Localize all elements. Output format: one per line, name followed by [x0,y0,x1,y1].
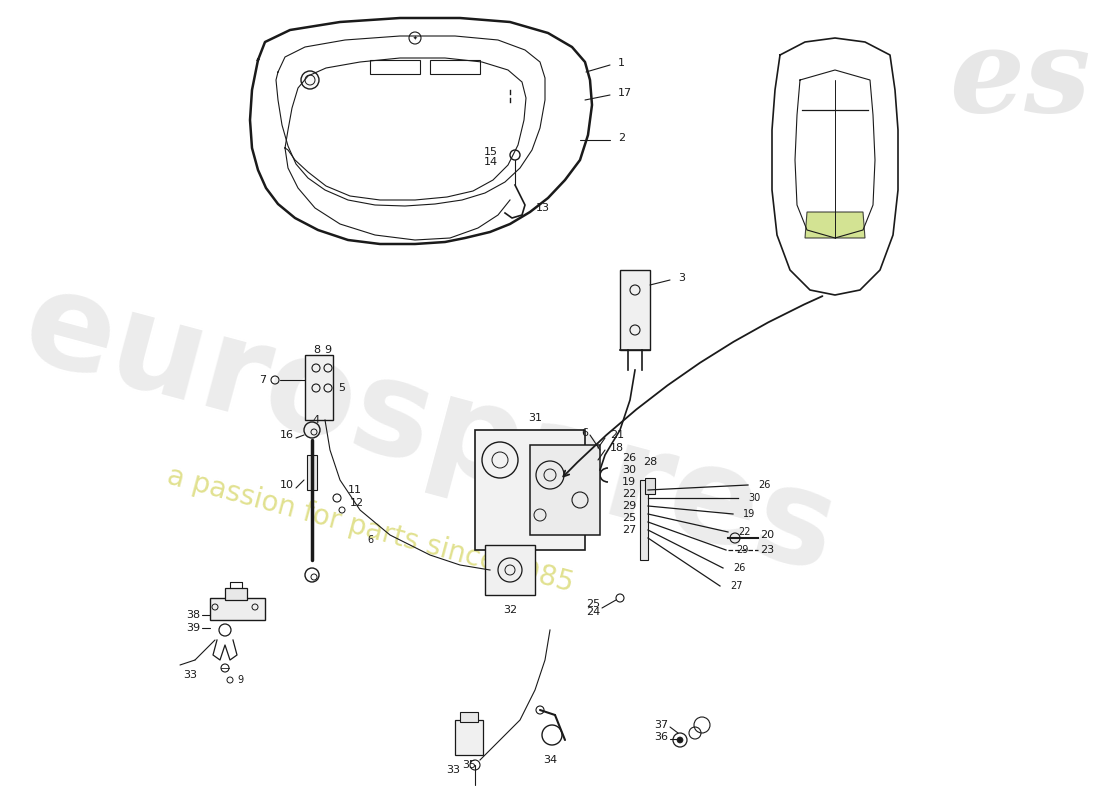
Text: 28: 28 [642,457,657,467]
Text: 32: 32 [503,605,517,615]
Text: 11: 11 [348,485,362,495]
Text: 33: 33 [183,670,197,680]
Text: 23: 23 [760,545,774,555]
Bar [455,720,483,755]
Text: 22: 22 [621,489,636,499]
Text: 33: 33 [446,765,460,775]
Text: 25: 25 [586,599,600,609]
Text: 35: 35 [462,760,476,770]
Text: 6: 6 [581,428,589,438]
Text: a passion for parts since 1985: a passion for parts since 1985 [164,462,576,598]
Bar [305,355,333,420]
Text: 8: 8 [314,345,320,355]
Text: 10: 10 [280,480,294,490]
Text: 37: 37 [653,720,668,730]
Text: 5: 5 [338,383,345,393]
Text: 18: 18 [610,443,624,453]
Text: 36: 36 [654,732,668,742]
Text: 29: 29 [621,501,636,511]
Text: 27: 27 [730,581,743,591]
Text: 30: 30 [748,493,760,503]
Circle shape [304,422,320,438]
Bar [485,545,535,595]
Text: 1: 1 [618,58,625,68]
Text: 12: 12 [350,498,364,508]
Text: 30: 30 [621,465,636,475]
Bar [530,445,600,535]
Bar [475,430,585,550]
Text: 38: 38 [186,610,200,620]
Text: 31: 31 [528,413,542,423]
Text: ✦: ✦ [412,35,417,41]
Text: 19: 19 [742,509,756,519]
Circle shape [301,71,319,89]
Text: 24: 24 [585,607,600,617]
Bar [370,60,420,74]
Text: 4: 4 [312,415,320,425]
Text: 26: 26 [758,480,770,490]
Text: 2: 2 [618,133,625,143]
Circle shape [676,737,683,743]
Bar [460,712,478,722]
Text: eurospares: eurospares [11,261,849,599]
Text: 25: 25 [621,513,636,523]
Text: 16: 16 [280,430,294,440]
Text: 29: 29 [736,545,748,555]
Text: 19: 19 [621,477,636,487]
Bar [430,60,480,74]
Text: 15: 15 [484,147,498,157]
Bar [307,455,317,490]
Text: 13: 13 [536,203,550,213]
Text: 6: 6 [367,535,373,545]
Text: 9: 9 [236,675,243,685]
Text: 22: 22 [738,527,750,537]
Text: 39: 39 [186,623,200,633]
Text: es: es [949,22,1091,138]
Text: 3: 3 [678,273,685,283]
Text: 9: 9 [324,345,331,355]
Bar [645,478,654,494]
Text: 21: 21 [610,430,624,440]
Text: 17: 17 [618,88,632,98]
Text: 26: 26 [621,453,636,463]
Bar [640,480,648,560]
Text: 20: 20 [760,530,774,540]
Text: 14: 14 [484,157,498,167]
Polygon shape [805,212,865,238]
Text: 27: 27 [621,525,636,535]
Bar [620,270,650,350]
Text: 34: 34 [543,755,557,765]
Bar [226,588,248,600]
Text: 26: 26 [733,563,746,573]
Text: 7: 7 [258,375,266,385]
Bar [210,598,265,620]
